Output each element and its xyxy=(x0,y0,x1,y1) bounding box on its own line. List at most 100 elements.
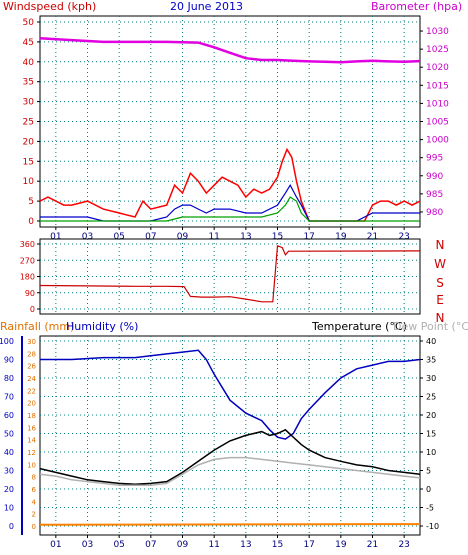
temperature-tick-label: 0 xyxy=(426,485,431,494)
direction-letter: S xyxy=(436,276,444,290)
windspeed-tick-label: 30 xyxy=(23,98,35,108)
wind-panel-xtick-label: 05 xyxy=(113,232,124,242)
humidity-tick-label: 10 xyxy=(4,504,14,513)
direction-tick-label: 0 xyxy=(30,305,35,314)
barometer-tick-label: 1010 xyxy=(426,99,449,109)
rainfall-tick-label: 22 xyxy=(27,387,36,395)
temp-panel-xtick-label: 01 xyxy=(50,540,61,550)
wind-panel-xtick-label: 17 xyxy=(303,232,314,242)
wind-panel-xtick-label: 21 xyxy=(367,232,378,242)
temp-panel-xtick-label: 03 xyxy=(82,540,93,550)
windspeed-tick-label: 35 xyxy=(23,78,34,88)
barometer-tick-label: 995 xyxy=(426,154,443,164)
wind-panel-xtick-label: 01 xyxy=(50,232,61,242)
humidity-axis-label: Humidity (%) xyxy=(66,320,138,333)
temperature-tick-label: -10 xyxy=(426,522,439,531)
wind-panel-xtick-label: 09 xyxy=(177,232,189,242)
barometer-line xyxy=(39,37,421,64)
temp-panel-frame xyxy=(39,335,421,536)
direction-tick-label: 180 xyxy=(20,273,35,282)
temp-panel-xtick-label: 09 xyxy=(177,540,189,550)
humidity-line xyxy=(40,349,421,440)
direction-letter: N xyxy=(436,238,445,252)
rainfall-tick-label: 28 xyxy=(27,350,36,358)
wind-low-line xyxy=(40,196,420,222)
temperature-axis-label: Temperature (°C) xyxy=(311,320,407,333)
direction-letter: E xyxy=(436,293,444,307)
temperature-tick-label: 25 xyxy=(426,393,436,402)
temp-panel-xtick-label: 11 xyxy=(208,540,219,550)
wind-panel-xtick-label: 11 xyxy=(208,232,219,242)
rainfall-tick-label: 26 xyxy=(27,363,36,371)
temperature-tick-label: 20 xyxy=(426,411,436,420)
temp-panel-xtick-label: 13 xyxy=(240,540,251,550)
wind-panel-xtick-label: 03 xyxy=(82,232,93,242)
windspeed-tick-label: 45 xyxy=(23,38,34,48)
temp-panel-xtick-label: 15 xyxy=(272,540,283,550)
temperature-tick-label: 10 xyxy=(426,448,436,457)
humidity-tick-label: 40 xyxy=(4,448,14,457)
temp-panel-xtick-label: 05 xyxy=(113,540,124,550)
windspeed-tick-label: 40 xyxy=(23,58,35,68)
windspeed-tick-label: 10 xyxy=(23,177,35,187)
rainfall-tick-label: 24 xyxy=(27,375,36,383)
barometer-tick-label: 990 xyxy=(426,172,443,182)
barometer-tick-label: 980 xyxy=(426,208,443,218)
temp-humidity-panel: 0102030405060708090100024681012141618202… xyxy=(0,335,439,550)
rainfall-axis-label: Rainfall (mm) xyxy=(0,320,74,333)
dewpoint-axis-label: Dew Point (°C) xyxy=(393,320,468,333)
barometer-tick-label: 1025 xyxy=(426,45,449,55)
temperature-tick-label: 35 xyxy=(426,356,436,365)
temperature-tick-label: 40 xyxy=(426,337,436,346)
wind-panel-xtick-label: 15 xyxy=(272,232,283,242)
windspeed-axis-label: Windspeed (kph) xyxy=(3,0,96,13)
wind-panel-xtick-label: 13 xyxy=(240,232,251,242)
humidity-tick-label: 30 xyxy=(4,467,14,476)
rainfall-tick-label: 18 xyxy=(27,412,36,420)
barometer-tick-label: 1020 xyxy=(426,63,449,73)
direction-tick-label: 360 xyxy=(20,240,35,249)
humidity-tick-label: 0 xyxy=(9,522,14,531)
temperature-line xyxy=(39,428,421,485)
temp-panel-xtick-label: 17 xyxy=(303,540,314,550)
wind-panel-xtick-label: 19 xyxy=(335,232,347,242)
direction-tick-label: 90 xyxy=(25,289,35,298)
windspeed-tick-label: 5 xyxy=(28,197,34,207)
dewpoint-line xyxy=(39,456,421,487)
temperature-tick-label: 30 xyxy=(426,374,436,383)
windspeed-tick-label: 25 xyxy=(23,118,34,128)
windspeed-tick-label: 50 xyxy=(23,18,35,28)
temp-panel-xtick-label: 19 xyxy=(335,540,347,550)
rainfall-tick-label: 2 xyxy=(32,511,36,519)
rainfall-tick-label: 6 xyxy=(32,486,37,494)
wind-direction-panel: 0 90 180 270 360 xyxy=(20,238,421,315)
humidity-tick-label: 60 xyxy=(4,411,14,420)
humidity-tick-label: 50 xyxy=(4,430,14,439)
rainfall-tick-label: 14 xyxy=(27,437,36,445)
direction-tick-label: 270 xyxy=(20,256,35,265)
rainfall-tick-label: 0 xyxy=(32,523,36,531)
humidity-tick-label: 80 xyxy=(4,374,14,383)
wind-direction-line xyxy=(39,244,421,303)
rainfall-tick-label: 8 xyxy=(32,474,36,482)
windspeed-tick-label: 15 xyxy=(23,157,34,167)
barometer-tick-label: 1015 xyxy=(426,81,449,91)
rainfall-tick-label: 4 xyxy=(32,498,37,506)
rainfall-tick-label: 10 xyxy=(27,461,36,469)
barometer-tick-label: 1000 xyxy=(426,136,449,146)
rainfall-tick-label: 30 xyxy=(27,338,36,346)
barometer-tick-label: 1005 xyxy=(426,118,449,128)
direction-letter: W xyxy=(434,257,446,271)
windspeed-tick-label: 20 xyxy=(23,137,35,147)
temp-panel-xtick-label: 07 xyxy=(145,540,156,550)
temperature-tick-label: -5 xyxy=(426,504,434,513)
humidity-tick-label: 100 xyxy=(0,337,14,346)
rainfall-tick-label: 16 xyxy=(27,424,36,432)
rainfall-tick-label: 20 xyxy=(27,400,36,408)
humidity-tick-label: 20 xyxy=(4,485,14,494)
rainfall-line xyxy=(39,523,421,526)
temperature-tick-label: 5 xyxy=(426,467,431,476)
temp-panel-xtick-label: 23 xyxy=(398,540,409,550)
